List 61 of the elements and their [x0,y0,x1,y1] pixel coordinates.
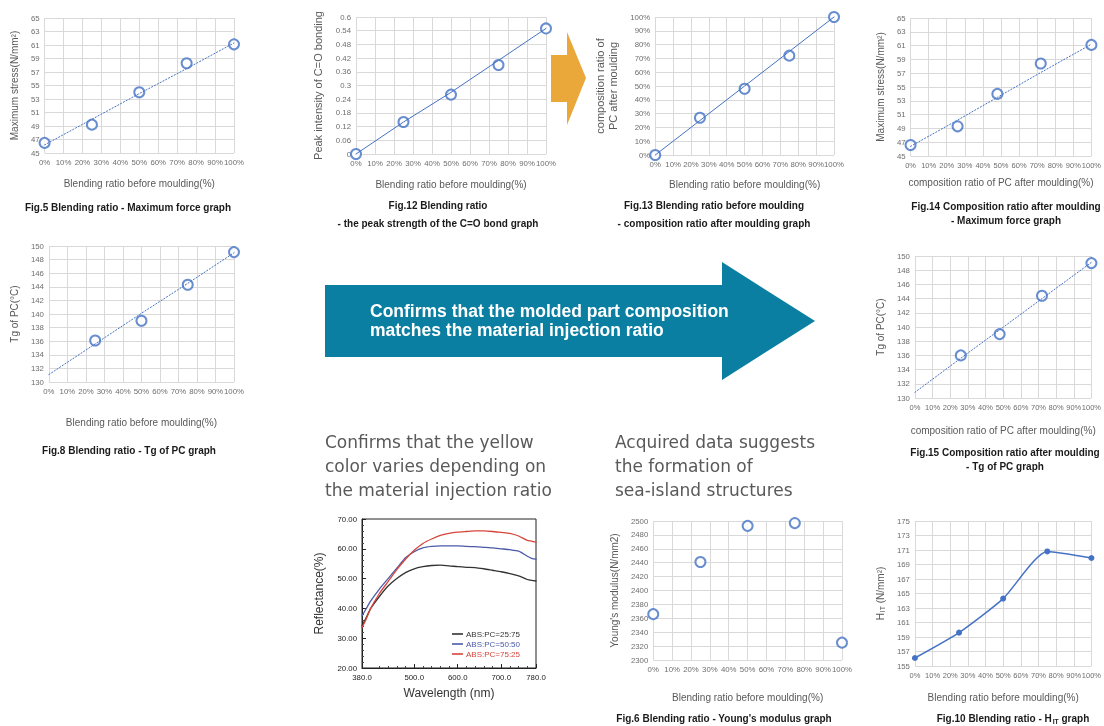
point [350,148,362,160]
y-axis-title: Young's modulus(N/mm2) [608,533,620,648]
text: Fig.15 Composition ratio after moulding - Tg of PC graph [910,446,1100,472]
x-axis-title: Blending ratio before moulding(%) [375,178,527,190]
x-axis-title: Blending ratio before moulding(%) [672,691,824,703]
point [694,556,707,568]
text: Confirms that the molded part composition matches the material injection ratio [370,300,730,340]
point [788,517,801,530]
y-axis-title: Peak intensity of C=O bonding [312,11,325,160]
chart-title: Confirms that the yellow color varies depending on the material injection ratio [325,432,552,500]
point [89,334,102,347]
point [135,314,148,327]
y-axis-title: Tg of PC(°C) [874,298,886,356]
point [1088,554,1095,561]
line-series [361,545,537,617]
point [180,57,193,70]
point [956,629,963,636]
point [1085,257,1098,270]
line-series [361,530,537,629]
point [228,246,240,259]
text: Fig.8 Blending ratio - Tg of PC graph [42,444,216,456]
y-axis-title: Tg of PC(°C) [8,285,20,343]
point [741,519,754,532]
x-axis-title: Wavelength (nm) [403,686,495,701]
point [38,136,51,149]
legend-label: ABS:PC=75:25 [465,649,521,659]
x-axis-title: Blending ratio before moulding(%) [669,178,821,190]
point [951,120,964,133]
point [85,118,98,131]
line-series [361,564,537,627]
point [1034,57,1047,70]
x-axis-title: composition ratio of PC after moulding(%) [910,424,1096,436]
x-axis-title: Blending ratio before moulding(%) [927,691,1079,703]
point [492,58,505,71]
point [540,22,552,35]
y-axis-title: composition ratio of PC after moulding [593,37,619,134]
text: Fig.6 Blending ratio - Young's modulus graph [616,712,832,724]
legend-label: ABS:PC=25:75 [465,629,521,639]
point [1085,38,1098,51]
point [828,11,840,23]
point [1000,595,1007,602]
point [904,138,917,151]
x-axis-title: Blending ratio before moulding(%) [65,416,218,428]
legend-label: ABS:PC=50:50 [465,639,521,649]
point [647,608,660,621]
text: Fig.12 Blending ratio - the peak strength of the C=O bond graph [337,200,539,229]
text: Fig.5 Blending ratio - Maximum force graph [24,201,232,213]
y-axis-title: Reflectance(%) [312,552,327,635]
point [991,87,1004,100]
text: Fig.13 Blending ratio before moulding - composition ratio after moulding graph [617,200,811,229]
text: Fig.14 Composition ratio after moulding - Maximum force graph [911,201,1101,226]
y-axis-title: Maximum stress(N/mm²) [874,32,886,142]
point [993,328,1006,341]
point [836,636,848,649]
x-axis-title: composition ratio of PC after moulding(%) [908,176,1094,188]
point [649,149,662,161]
x-axis-title: Blending ratio before moulding(%) [63,177,215,189]
y-axis-title: Maximum stress(N/mm²) [8,30,20,141]
point [911,655,918,662]
point [228,38,240,51]
text: Acquired data suggests the formation of sea-island structures [615,432,821,500]
